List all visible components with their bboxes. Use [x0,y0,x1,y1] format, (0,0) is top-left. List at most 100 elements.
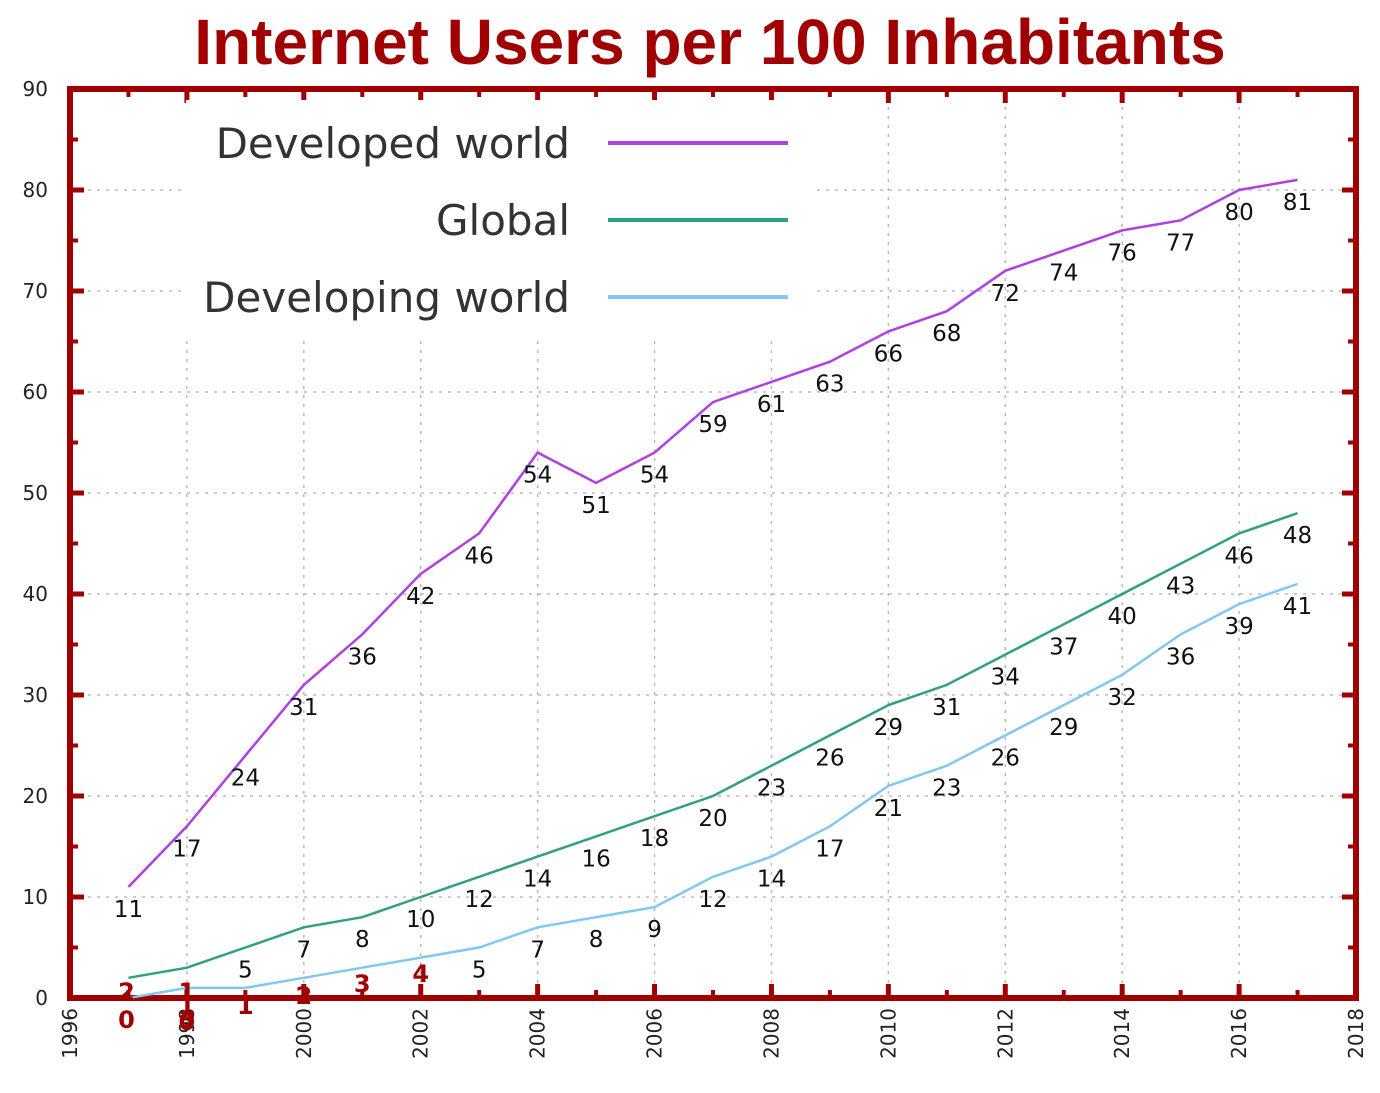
data-label: 31 [289,695,318,721]
y-tick-label: 0 [35,986,48,1010]
y-tick-label: 50 [23,481,48,505]
overprint-label: 2 [295,982,312,1010]
y-tick-label: 60 [23,380,48,404]
data-label: 26 [815,745,844,771]
data-label: 51 [581,493,610,519]
data-label: 34 [991,665,1020,691]
overprint-label: 0 [179,1008,196,1036]
data-label: 40 [1108,604,1137,630]
data-label: 12 [465,887,494,913]
data-label: 18 [640,826,669,852]
data-label: 23 [932,776,961,802]
data-label: 80 [1224,200,1253,226]
overprint-label: 0 [118,1006,135,1034]
overprint-label: 3 [179,1006,196,1034]
data-label: 5 [472,958,487,984]
x-tick-label: 1998 [175,1008,199,1059]
x-tick-label: 2012 [993,1008,1017,1059]
data-label: 21 [874,796,903,822]
series-line-global [128,512,1298,980]
data-label: 14 [523,867,552,893]
data-label: 66 [874,341,903,367]
data-label: 37 [1049,634,1078,660]
legend-label: Developing world [203,273,570,322]
x-tick-label: 2014 [1110,1008,1134,1059]
data-label: 48 [1283,523,1312,549]
overprint-label: 1 [179,992,196,1020]
data-label: 17 [815,836,844,862]
data-label: 74 [1049,261,1078,287]
y-tick-label: 20 [23,784,48,808]
y-tick-label: 40 [23,582,48,606]
data-label: 54 [640,463,669,489]
data-label: 7 [530,937,545,963]
y-tick-label: 90 [23,77,48,101]
series-lines [127,178,1298,1000]
chart-title: Internet Users per 100 Inhabitants [194,6,1226,78]
x-tick-label: 2000 [292,1008,316,1059]
legend: Developed world Global Developing world [186,100,816,340]
x-tick-label: 2004 [526,1008,550,1059]
data-label: 41 [1283,594,1312,620]
legend-label: Global [436,196,570,245]
x-tick-label: 1996 [58,1008,82,1059]
data-label: 5 [238,958,253,984]
data-label: 81 [1283,190,1312,216]
series-line-developed-world [127,178,1298,888]
y-tick-label: 80 [23,178,48,202]
overprint-label: 1 [179,978,196,1006]
data-label: 17 [172,836,201,862]
data-label: 76 [1108,240,1137,266]
overprint-label: 2 [118,978,135,1006]
data-label: 10 [406,907,435,933]
y-tick-label: 30 [23,683,48,707]
data-label: 12 [698,887,727,913]
data-label: 46 [465,543,494,569]
data-label: 8 [589,927,604,953]
data-label: 36 [1166,644,1195,670]
data-label: 42 [406,584,435,610]
overprint-label: 4 [412,960,429,988]
data-label: 36 [348,644,377,670]
data-label: 46 [1224,543,1253,569]
overprint-label: 1 [237,992,254,1020]
data-label: 16 [581,846,610,872]
x-tick-label: 2008 [759,1008,783,1059]
x-tick-label: 2016 [1227,1008,1251,1059]
data-label: 54 [523,463,552,489]
data-label: 23 [757,776,786,802]
legend-label: Developed world [216,119,570,168]
data-label: 77 [1166,230,1195,256]
data-label: 26 [991,745,1020,771]
data-label: 59 [698,412,727,438]
data-label: 32 [1108,685,1137,711]
data-label: 29 [874,715,903,741]
data-label: 29 [1049,715,1078,741]
data-label: 61 [757,392,786,418]
y-tick-label: 70 [23,279,48,303]
series-line-developing-world [128,582,1298,1000]
data-label: 8 [355,927,370,953]
data-label: 72 [991,281,1020,307]
data-label: 39 [1224,614,1253,640]
data-label: 20 [698,806,727,832]
data-label: 31 [932,695,961,721]
data-label: 14 [757,867,786,893]
data-label: 11 [114,897,143,923]
x-tick-label: 2006 [643,1008,667,1059]
x-tick-label: 2002 [409,1008,433,1059]
grid-lines [70,89,1356,998]
y-tick-label: 10 [23,885,48,909]
data-label: 24 [231,766,260,792]
x-tick-label: 2010 [876,1008,900,1059]
data-label: 43 [1166,574,1195,600]
overprint-label: 3 [354,970,371,998]
data-label: 7 [296,937,311,963]
data-label: 63 [815,372,844,398]
x-tick-label: 2018 [1344,1008,1368,1059]
data-label: 68 [932,321,961,347]
data-label: 9 [647,917,662,943]
